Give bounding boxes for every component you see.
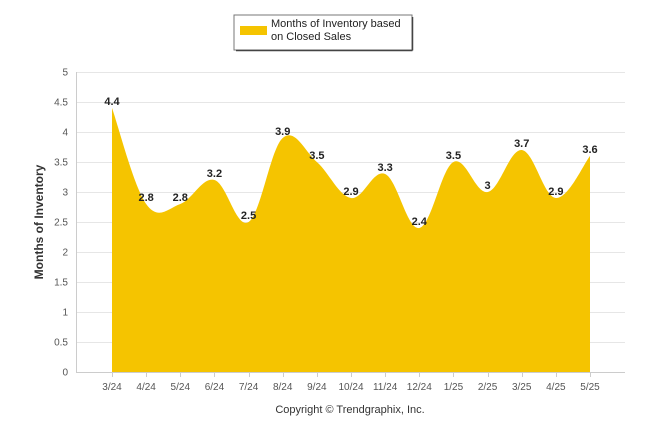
data-label: 3.9: [275, 126, 290, 138]
y-axis-title: Months of Inventory: [32, 164, 46, 279]
area-fill: [112, 108, 590, 372]
data-label: 3.3: [377, 162, 392, 174]
x-tick-label: 4/24: [136, 382, 156, 393]
x-tick-label: 4/25: [546, 382, 566, 393]
data-label: 3: [485, 180, 491, 192]
x-tick-label: 5/25: [580, 382, 600, 393]
x-tick-label: 5/24: [171, 382, 191, 393]
data-label: 4.4: [104, 96, 120, 108]
data-labels: 4.4 2.8 2.8 3.2 2.5 3.9 3.5 2.9 3.3 2.4 3.5 3 3.7 2.9…: [104, 96, 597, 228]
data-label: 2.4: [412, 216, 428, 228]
y-tick-label: 2.5: [54, 218, 68, 229]
x-tick-label: 11/24: [373, 382, 398, 393]
data-label: 3.5: [446, 150, 461, 162]
y-tick-label: 0: [62, 368, 68, 379]
x-tick-label: 3/24: [102, 382, 122, 393]
x-tick-label: 6/24: [205, 382, 225, 393]
x-tick-label: 2/25: [478, 382, 498, 393]
y-tick-label: 1: [62, 308, 68, 319]
x-tick-label: 12/24: [407, 382, 432, 393]
y-tick-labels: 0 0.5 1 1.5 2 2.5 3 3.5 4 4.5 5: [54, 68, 68, 379]
data-label: 2.9: [343, 186, 358, 198]
y-tick-label: 5: [62, 68, 68, 79]
legend: Months of Inventory based on Closed Sale…: [233, 14, 414, 52]
y-tick-label: 1.5: [54, 278, 68, 289]
data-label: 2.8: [173, 192, 188, 204]
legend-label-line1: Months of Inventory based: [271, 18, 401, 30]
data-label: 3.7: [514, 138, 529, 150]
axes: [76, 72, 625, 377]
data-label: 3.5: [309, 150, 324, 162]
y-tick-label: 3.5: [54, 158, 68, 169]
data-label: 3.6: [582, 144, 597, 156]
x-tick-labels: 3/24 4/24 5/24 6/24 7/24 8/24 9/24 10/24 11/24 12…: [102, 382, 600, 393]
copyright-footer: Copyright © Trendgraphix, Inc.: [275, 404, 424, 416]
legend-swatch: [240, 26, 267, 35]
x-tick-label: 9/24: [307, 382, 327, 393]
y-tick-label: 2: [62, 248, 68, 259]
data-label: 2.5: [241, 210, 256, 222]
x-tick-label: 7/24: [239, 382, 259, 393]
x-tick-label: 8/24: [273, 382, 293, 393]
y-tick-label: 3: [62, 188, 68, 199]
series-area: [112, 108, 590, 372]
x-tick-label: 3/25: [512, 382, 532, 393]
y-tick-label: 0.5: [54, 338, 68, 349]
y-tick-label: 4: [62, 128, 68, 139]
y-tick-label: 4.5: [54, 98, 68, 109]
legend-label-line2: on Closed Sales: [271, 31, 352, 43]
x-tick-label: 1/25: [444, 382, 464, 393]
data-label: 3.2: [207, 168, 222, 180]
data-label: 2.8: [138, 192, 153, 204]
x-tick-label: 10/24: [338, 382, 363, 393]
data-label: 2.9: [548, 186, 563, 198]
